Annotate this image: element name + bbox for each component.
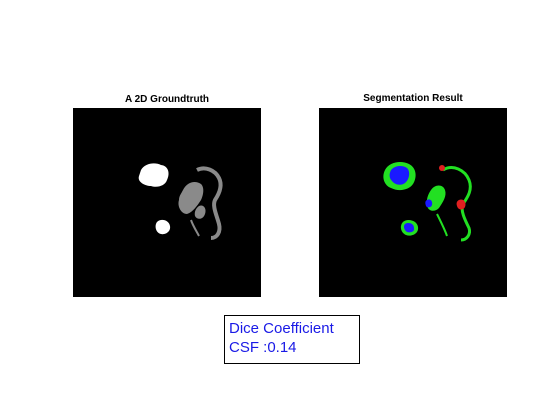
dice-coefficient-label: Dice Coefficient: [229, 320, 334, 337]
seg-blue-mid: [425, 199, 433, 208]
seg-blue-region-upper: [389, 165, 410, 185]
seg-blue-region-lower: [403, 223, 415, 233]
gt-white-region-upper: [138, 163, 169, 187]
segmentation-result-image: [319, 108, 507, 297]
gt-gray-region-small: [194, 205, 206, 219]
gt-gray-speck: [190, 219, 200, 237]
left-panel-title: A 2D Groundtruth: [124, 94, 210, 105]
segmentation-canvas: [383, 162, 472, 242]
gt-gray-region-fill: [178, 182, 204, 214]
csf-score: CSF :0.14: [229, 339, 297, 356]
seg-red-spot-top: [439, 165, 445, 171]
groundtruth-image: [73, 108, 261, 297]
gt-white-region-lower: [155, 219, 171, 235]
groundtruth-canvas: [138, 163, 223, 240]
dice-coefficient-box: Dice Coefficient CSF :0.14: [224, 315, 360, 364]
seg-red-spot-right: [456, 199, 466, 210]
seg-green-small-line: [436, 213, 448, 237]
gt-gray-region: [196, 166, 223, 240]
right-panel-title: Segmentation Result: [363, 93, 463, 104]
